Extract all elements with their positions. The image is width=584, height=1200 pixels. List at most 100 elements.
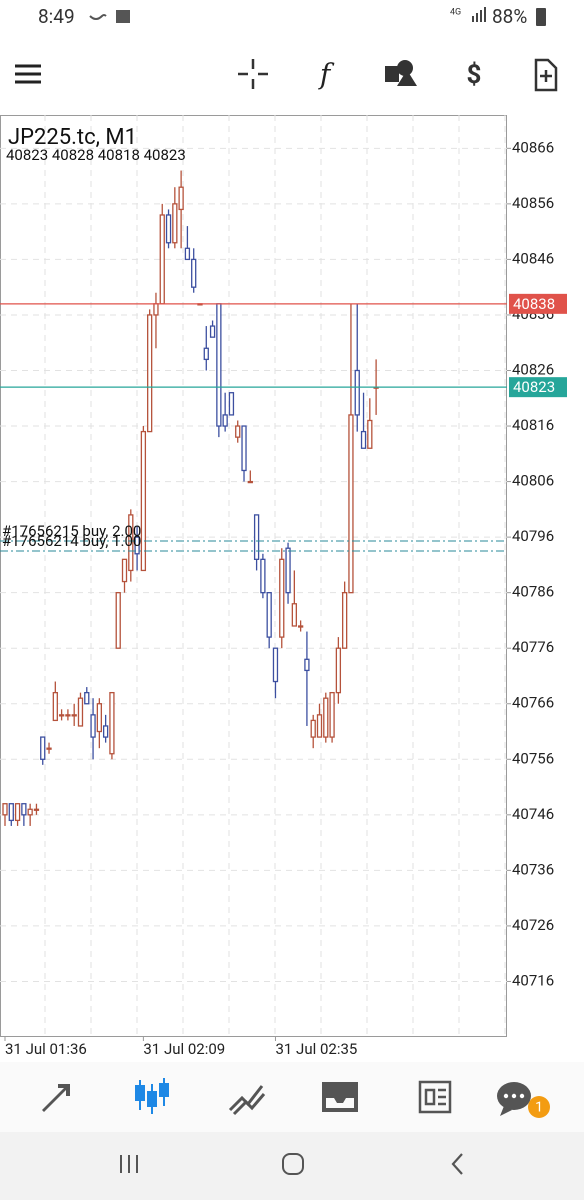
- candle-body: [203, 347, 209, 361]
- trade-button[interactable]: $: [467, 60, 482, 90]
- y-tick-label: 40766: [512, 694, 554, 712]
- objects-button[interactable]: [385, 60, 417, 86]
- candle-body: [121, 558, 128, 583]
- candle-body: [247, 480, 253, 484]
- candle-body: [323, 697, 329, 738]
- candle-body: [109, 691, 115, 755]
- nav-trade[interactable]: [228, 1085, 266, 1116]
- candle-body: [71, 714, 77, 717]
- price-level-label: 40838: [513, 295, 555, 313]
- candle-body: [14, 803, 21, 822]
- candle-body: [272, 647, 279, 683]
- nav-quotes[interactable]: [42, 1084, 70, 1112]
- candle-body: [134, 536, 140, 555]
- candle-body: [310, 719, 316, 738]
- x-tick-label: 31 Jul 02:35: [275, 1040, 357, 1058]
- status-icon: [116, 10, 130, 23]
- candle-body: [216, 303, 222, 427]
- candle-body: [27, 808, 33, 816]
- crosshair-button[interactable]: [238, 59, 268, 89]
- candle-body: [96, 703, 102, 733]
- y-tick-label: 40726: [512, 916, 554, 934]
- y-tick-label: 40756: [512, 749, 554, 767]
- status-network: 4G: [450, 7, 461, 17]
- y-tick-label: 40866: [512, 138, 554, 156]
- nav-news[interactable]: [418, 1080, 452, 1114]
- candle-body: [297, 625, 304, 628]
- candle-body: [115, 592, 121, 649]
- candle-body: [90, 714, 96, 738]
- system-nav: [0, 1132, 584, 1200]
- candle-body: [21, 803, 27, 816]
- candle-body: [335, 647, 342, 694]
- candle-body: [2, 803, 8, 816]
- bottom-nav: [0, 1062, 584, 1132]
- candle-body: [147, 314, 153, 433]
- candle-body: [348, 414, 354, 594]
- new-order-button[interactable]: [534, 58, 558, 92]
- y-tick-label: 40716: [512, 971, 554, 989]
- candle-body: [191, 258, 197, 288]
- status-icon: [89, 14, 107, 20]
- candle-body: [235, 425, 241, 438]
- candle-body: [228, 392, 235, 416]
- signal: [472, 16, 474, 22]
- nav-messages[interactable]: 1: [497, 1082, 550, 1118]
- indicators-button[interactable]: f: [318, 58, 335, 91]
- candle-body: [285, 547, 291, 594]
- candle-body: [40, 736, 46, 760]
- candle-body: [52, 691, 58, 722]
- nav-history[interactable]: [322, 1082, 358, 1112]
- y-tick-label: 40746: [512, 805, 554, 823]
- order-label: #17656214 buy, 1.00: [2, 532, 141, 550]
- candle-body: [316, 714, 323, 738]
- back-button[interactable]: [451, 1153, 463, 1175]
- candle-body: [58, 714, 65, 717]
- menu-button[interactable]: [15, 64, 41, 84]
- candle-body: [342, 592, 348, 649]
- candle-body: [159, 214, 165, 305]
- candle-body: [8, 803, 14, 822]
- y-tick-label: 40846: [512, 249, 554, 267]
- candle-body: [84, 691, 90, 705]
- price-level-label: 40823: [513, 378, 555, 396]
- candle-body: [253, 514, 260, 560]
- signal: [484, 7, 486, 22]
- candle-body: [128, 514, 134, 572]
- price-level-tag: [509, 293, 567, 314]
- candle-body: [140, 430, 147, 572]
- y-tick-label: 40856: [512, 194, 554, 212]
- status-time: 8:49: [38, 5, 75, 28]
- y-tick-label: 40796: [512, 527, 554, 545]
- chart: 40716 40726 40736 40746 40756 40766 40776 40786…: [0, 115, 567, 1058]
- candle-body: [266, 592, 272, 638]
- y-tick-label: 40826: [512, 360, 554, 378]
- candle-body: [367, 419, 373, 449]
- badge: 1: [535, 1100, 543, 1116]
- candle-body: [153, 303, 159, 316]
- y-tick-label: 40736: [512, 860, 554, 878]
- x-tick-label: 31 Jul 02:09: [143, 1040, 225, 1058]
- candle-body: [329, 691, 335, 738]
- candle-body: [209, 325, 216, 338]
- chart-title: JP225.tc, M1: [8, 125, 137, 150]
- candle-body: [184, 247, 191, 261]
- price-level-tag: [509, 377, 567, 398]
- candle-body: [241, 425, 247, 472]
- candle-body: [279, 558, 285, 638]
- x-tick-label: 31 Jul 01:36: [5, 1040, 87, 1058]
- home-button[interactable]: [282, 1153, 304, 1175]
- candle-body: [33, 808, 40, 811]
- candle-body: [172, 203, 178, 244]
- candle-body: [291, 603, 297, 627]
- y-tick-label: 40776: [512, 638, 554, 656]
- chart-frame: [0, 115, 507, 1037]
- recent-apps[interactable]: [120, 1155, 138, 1173]
- candle-body: [46, 747, 52, 750]
- signal: [480, 10, 482, 22]
- nav-chart[interactable]: [135, 1078, 169, 1114]
- y-tick-label: 40816: [512, 416, 554, 434]
- y-tick-label: 40786: [512, 583, 554, 601]
- candle-body: [260, 558, 266, 594]
